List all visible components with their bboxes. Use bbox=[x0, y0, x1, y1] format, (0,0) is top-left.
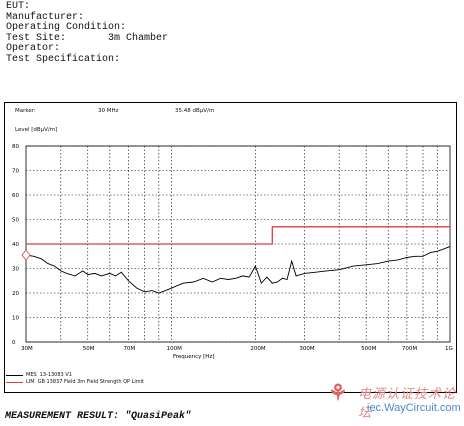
header-row: EUT: bbox=[6, 1, 168, 13]
marker-level: 35.48 dBµV/m bbox=[175, 108, 215, 114]
x-tick-label: 700M bbox=[402, 346, 417, 352]
x-tick-label: 1G bbox=[445, 346, 453, 352]
x-tick-label: 100M bbox=[167, 346, 182, 352]
marker-label: Marker: bbox=[15, 108, 36, 114]
y-tick-label: 50 bbox=[12, 218, 19, 224]
header-label: Test Specification: bbox=[6, 53, 121, 65]
measurement-trace bbox=[25, 245, 451, 294]
watermark: ⚘ 电源认证技术论坛 iec.WayCircuit.com bbox=[328, 380, 461, 421]
x-axis-label: Frequency [Hz] bbox=[173, 354, 214, 360]
legend-text: 13-13083 V1 bbox=[39, 372, 72, 378]
header-label: Operating Condition: bbox=[6, 22, 127, 34]
y-tick-label: 80 bbox=[12, 144, 19, 150]
y-tick-label: 60 bbox=[12, 193, 19, 199]
chart-legend: MES 13-13083 V1 LIM GB 13837 Field 3m Fi… bbox=[6, 372, 144, 386]
chart-panel bbox=[4, 102, 457, 393]
x-tick-label: 30M bbox=[21, 346, 33, 352]
header-row: Manufacturer: bbox=[6, 11, 168, 24]
legend-item-measurement: MES 13-13083 V1 bbox=[6, 372, 144, 379]
y-tick-label: 20 bbox=[12, 291, 19, 297]
header-label: Manufacturer: bbox=[6, 11, 85, 23]
header-label: Test Site: bbox=[6, 32, 67, 44]
limit-line bbox=[26, 226, 450, 245]
marker-point bbox=[21, 249, 31, 261]
header-row: Operator: bbox=[6, 44, 168, 55]
header-row: Operating Condition: bbox=[6, 23, 168, 34]
x-tick-label: 200M bbox=[250, 346, 265, 352]
y-tick-label: 40 bbox=[12, 242, 19, 248]
y-tick-label: 30 bbox=[12, 267, 19, 273]
header-label: EUT: bbox=[6, 1, 31, 12]
measurement-result: MEASUREMENT RESULT: "QuasiPeak" bbox=[5, 411, 192, 422]
legend-swatch-measurement bbox=[6, 375, 23, 376]
marker-frequency: 30 MHz bbox=[98, 108, 119, 114]
header-label: Operator: bbox=[6, 43, 61, 55]
legend-code: MES bbox=[26, 372, 37, 378]
header-value: 3m Chamber bbox=[108, 32, 169, 44]
watermark-url: iec.WayCircuit.com bbox=[367, 402, 461, 414]
y-tick-label: 0 bbox=[12, 340, 16, 346]
legend-code: LIM bbox=[26, 379, 35, 385]
x-tick-label: 500M bbox=[361, 346, 376, 352]
legend-swatch-limit bbox=[6, 382, 23, 383]
y-axis-label: Level [dBµV/m] bbox=[15, 127, 58, 133]
y-tick-label: 70 bbox=[12, 169, 19, 175]
watermark-text: 电源认证技术论坛 bbox=[358, 387, 457, 421]
header-row: Test Specification: bbox=[6, 53, 168, 66]
legend-item-limit: LIM GB 13837 Field 3m Field Strength QP … bbox=[6, 379, 144, 386]
watermark-seal-icon: ⚘ bbox=[328, 380, 348, 406]
x-tick-label: 300M bbox=[299, 346, 314, 352]
y-tick-label: 10 bbox=[12, 316, 19, 322]
test-info-header: EUT: Manufacturer: Operating Condition: Tes… bbox=[6, 1, 169, 66]
x-tick-label: 70M bbox=[123, 346, 135, 352]
header-row: Test Site: 3m Chamber bbox=[6, 32, 169, 45]
x-tick-label: 50M bbox=[83, 346, 95, 352]
legend-text: GB 13837 Field 3m Field Strength QP Limi… bbox=[37, 379, 145, 385]
